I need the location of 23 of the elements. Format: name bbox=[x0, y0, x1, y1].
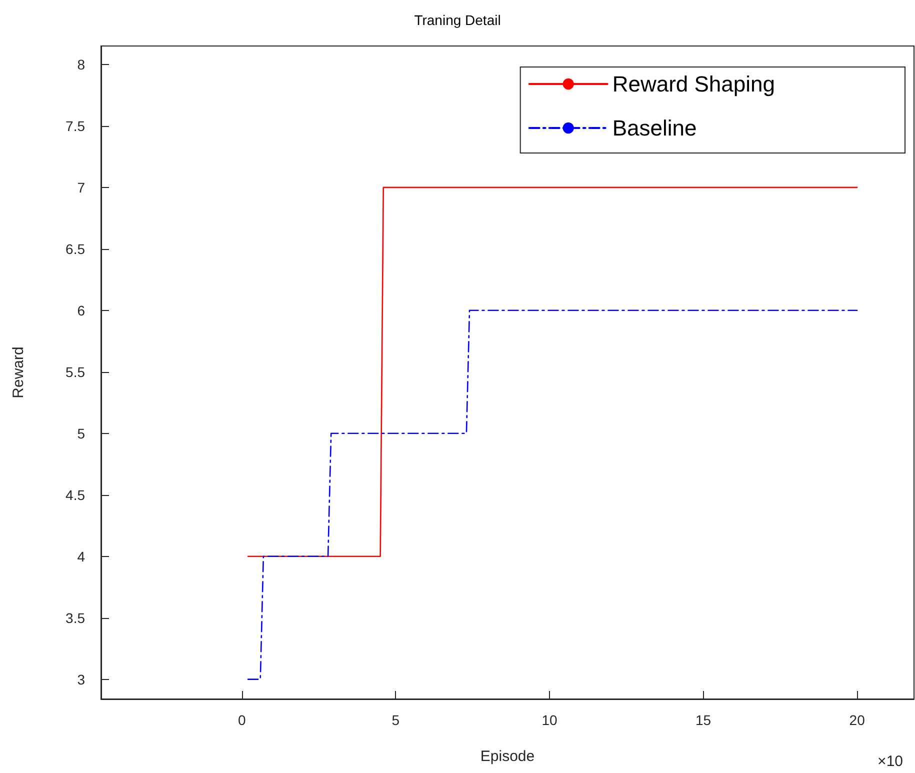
y-axis-title: Reward bbox=[10, 346, 27, 398]
y-tick-label: 5.5 bbox=[66, 364, 86, 380]
x-tick-label: 5 bbox=[392, 712, 400, 728]
x-tick-label: 15 bbox=[696, 712, 712, 728]
y-tick-label: 6.5 bbox=[66, 240, 86, 257]
x-axis-title: Episode bbox=[480, 748, 535, 765]
text: ×10 bbox=[878, 753, 904, 770]
y-tick-label: 3 bbox=[77, 671, 86, 688]
legend-label: Baseline bbox=[612, 116, 697, 140]
y-tick-label: 7.5 bbox=[66, 118, 86, 134]
y-tick-label: 3.5 bbox=[66, 610, 86, 626]
y-tick-label: 6 bbox=[77, 302, 86, 318]
y-tick-label: 5 bbox=[77, 425, 86, 442]
y-tick-label: 4.5 bbox=[66, 486, 86, 503]
y-tick-label: 8 bbox=[77, 56, 86, 72]
x-tick-label: 10 bbox=[542, 712, 558, 728]
legend-label: Reward Shaping bbox=[612, 72, 776, 96]
y-tick-label: 7 bbox=[77, 179, 86, 196]
x-tick-label: 0 bbox=[238, 712, 246, 728]
line-series bbox=[247, 310, 858, 680]
chart-title: Traning Detail bbox=[414, 12, 501, 28]
x-tick-label: 20 bbox=[849, 712, 866, 728]
y-tick-label: 4 bbox=[77, 548, 86, 564]
